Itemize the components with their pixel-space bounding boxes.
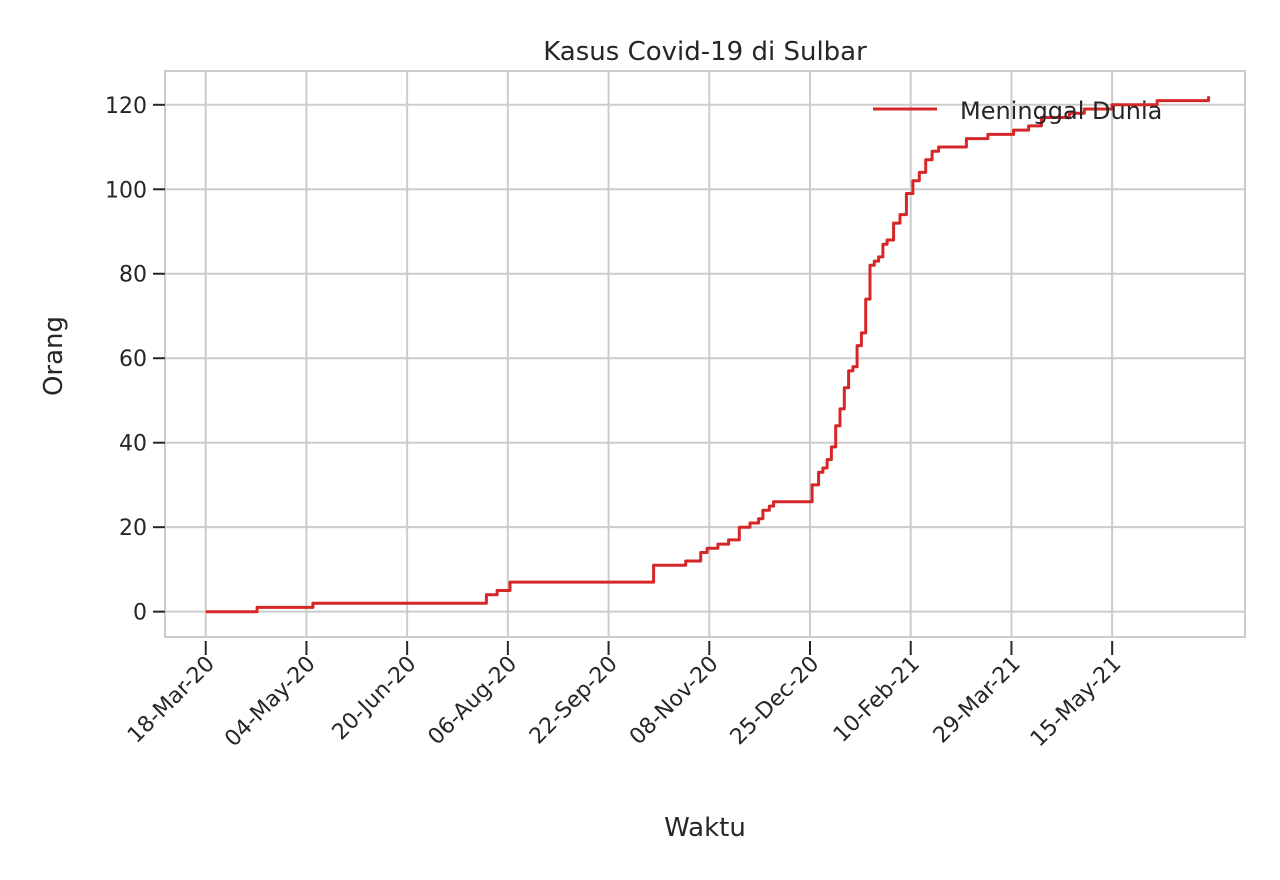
series-layer (205, 96, 1211, 614)
chart-title: Kasus Covid-19 di Sulbar (543, 37, 867, 67)
grid-layer (165, 71, 1245, 637)
y-axis-title: Orang (39, 316, 69, 396)
y-tick-label: 80 (119, 263, 147, 288)
y-tick-label: 60 (119, 347, 147, 372)
y-tick-label: 40 (119, 432, 147, 457)
y-tick-label: 0 (133, 601, 147, 626)
series-line-meninggal-dunia (205, 96, 1211, 614)
legend-label-meninggal-dunia: Meninggal Dunia (960, 97, 1162, 125)
legend: Meninggal Dunia (873, 97, 1162, 125)
y-tick-label: 20 (119, 516, 147, 541)
y-tick-label: 120 (105, 94, 147, 119)
x-axis-title: Waktu (664, 813, 746, 843)
y-tick-label: 100 (105, 178, 147, 203)
plot-frame (164, 70, 1246, 638)
